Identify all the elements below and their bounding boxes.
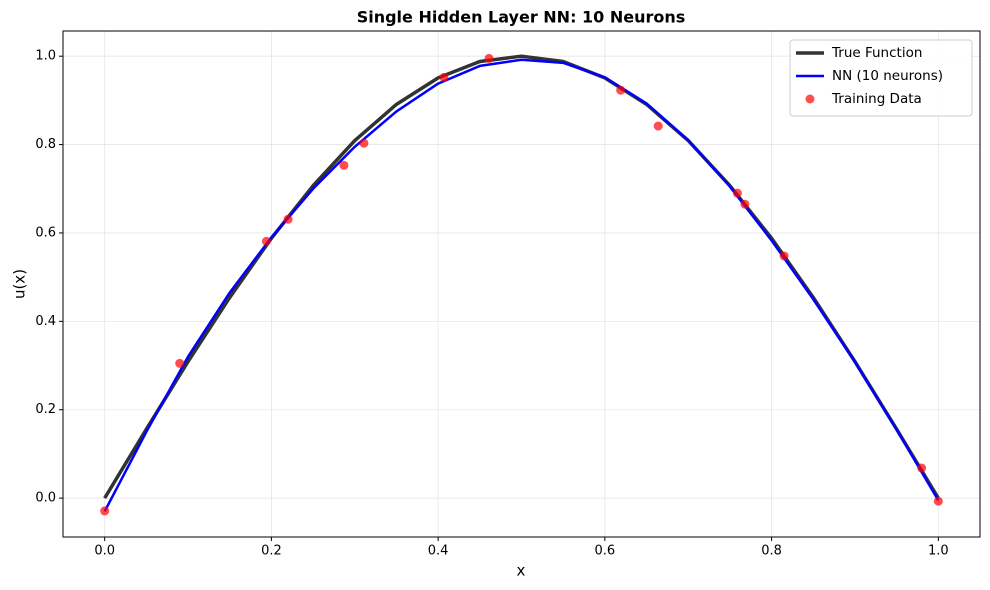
y-axis-label: u(x): [11, 269, 29, 299]
point: [616, 85, 626, 95]
point: [439, 72, 449, 82]
point: [484, 53, 494, 63]
point: [740, 199, 750, 209]
chart-title: Single Hidden Layer NN: 10 Neurons: [357, 8, 686, 27]
point: [779, 251, 789, 261]
y-tick-label: 0.6: [35, 225, 56, 240]
point: [917, 463, 927, 473]
point: [261, 236, 271, 246]
legend-label: NN (10 neurons): [832, 68, 943, 84]
legend-box: [789, 39, 973, 117]
y-tick-label: 0.4: [35, 314, 56, 329]
legend-label: True Function: [831, 45, 922, 61]
x-tick-label: 0.6: [595, 544, 616, 559]
point: [339, 160, 349, 170]
point: [653, 121, 663, 131]
x-tick-label: 1.0: [928, 544, 949, 559]
point: [175, 358, 185, 368]
x-axis-label: x: [517, 562, 526, 580]
y-tick-label: 1.0: [35, 49, 56, 64]
line: [103, 54, 940, 500]
x-tick-label: 0.0: [94, 544, 115, 559]
legend-marker: [805, 94, 815, 104]
x-tick-label: 0.4: [428, 544, 449, 559]
y-tick-label: 0.8: [35, 137, 56, 152]
y-tick-label: 0.0: [35, 491, 56, 506]
plot-frame: [62, 30, 981, 538]
point: [732, 188, 742, 198]
point: [283, 214, 293, 224]
point: [933, 496, 943, 506]
x-tick-label: 0.8: [761, 544, 782, 559]
point: [100, 506, 110, 516]
y-tick-label: 0.2: [35, 402, 56, 417]
x-tick-label: 0.2: [261, 544, 282, 559]
point: [359, 138, 369, 148]
line: [103, 58, 940, 512]
legend-label: Training Data: [831, 91, 922, 107]
